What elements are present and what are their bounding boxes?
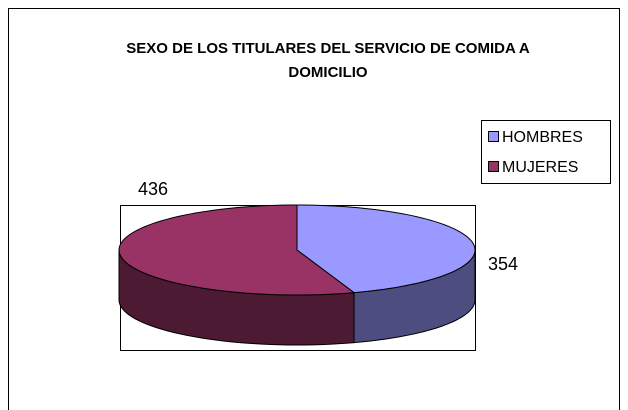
slice-top: [296, 204, 476, 294]
legend-label: HOMBRES: [502, 129, 583, 146]
legend-swatch: [488, 161, 499, 172]
value-label: 354: [488, 254, 518, 274]
value-label: 436: [138, 179, 168, 199]
chart-title: SEXO DE LOS TITULARES DEL SERVICIO DE CO…: [126, 40, 530, 81]
legend-swatch: [488, 131, 499, 142]
pie-slice: [118, 204, 356, 346]
legend-box: [481, 120, 611, 184]
legend-label: MUJERES: [502, 159, 578, 176]
slice-top: [118, 204, 356, 296]
